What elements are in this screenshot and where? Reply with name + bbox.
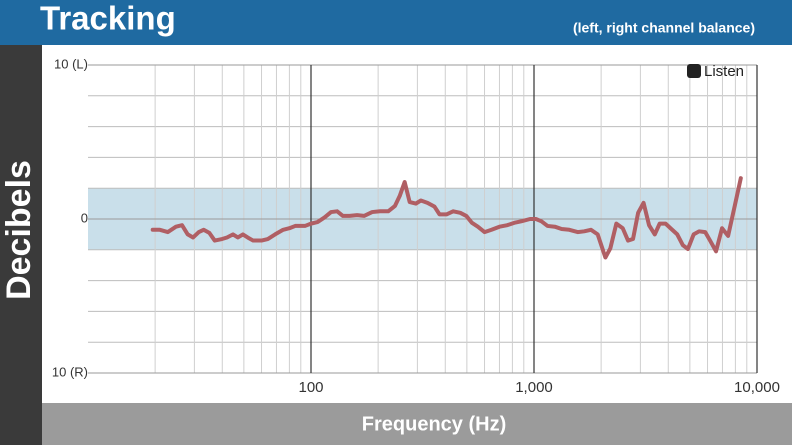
chart-title: Tracking [40,0,176,37]
y-tick-label: 10 (L) [54,56,88,71]
y-axis-bar [0,45,42,445]
x-tick-label: 1,000 [515,379,553,396]
x-axis-bar [42,403,792,445]
chart-subtitle: (left, right channel balance) [573,20,755,36]
y-axis-title: Decibels [0,160,38,300]
x-tick-label: 10,000 [734,379,780,396]
data-line [150,176,743,260]
logo: Listen [704,63,744,80]
logo-icon [687,64,701,78]
x-tick-label: 100 [298,379,323,396]
plot-area [88,64,758,374]
header-bar [0,0,792,45]
y-tick-label: 10 (R) [52,364,88,379]
y-tick-label: 0 [81,210,88,225]
x-axis-title: Frequency (Hz) [362,413,506,435]
